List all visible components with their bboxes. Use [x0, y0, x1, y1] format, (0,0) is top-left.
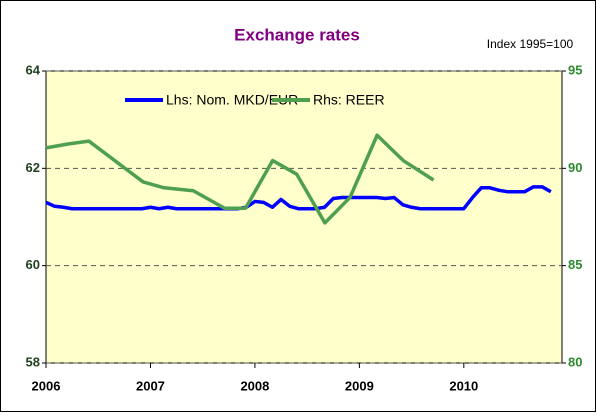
x-tick-label: 2010	[449, 378, 478, 393]
y-tick-label: 58	[26, 354, 40, 369]
y-tick-label: 62	[26, 160, 40, 175]
x-tick-label: 2008	[240, 378, 269, 393]
x-tick-label: 2009	[345, 378, 374, 393]
y2-tick-label: 90	[568, 160, 582, 175]
y-tick-label: 60	[26, 257, 40, 272]
series-line	[45, 133, 435, 225]
chart-title: Exchange rates	[234, 25, 360, 44]
x-tick-label: 2006	[32, 378, 61, 393]
x-tick-label: 2007	[136, 378, 165, 393]
y2-tick-label: 85	[568, 257, 582, 272]
y2-tick-label: 80	[568, 354, 582, 369]
legend-label: Rhs: REER	[313, 92, 385, 108]
annotation: Index 1995=100	[487, 37, 574, 51]
legend-label: Lhs: Nom. MKD/EUR	[166, 92, 298, 108]
series-line	[45, 185, 552, 211]
y-tick-label: 64	[26, 62, 41, 77]
y2-tick-label: 95	[568, 62, 582, 77]
plot-area	[45, 70, 563, 364]
